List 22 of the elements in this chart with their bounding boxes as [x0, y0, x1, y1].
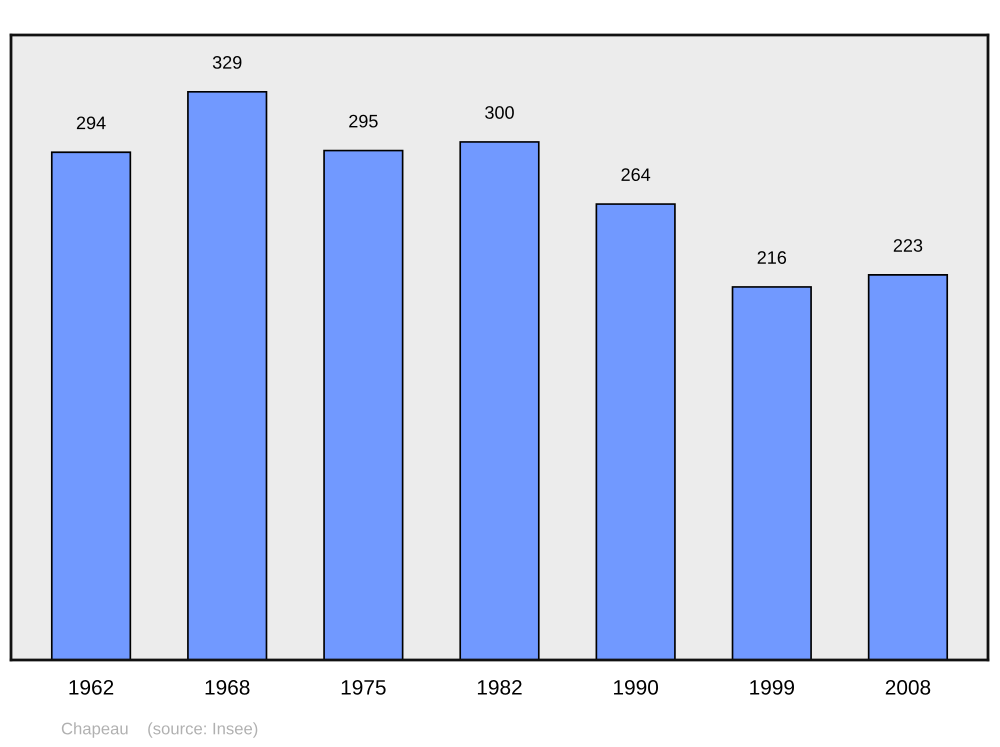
bar — [187, 90, 268, 660]
data-label: 294 — [76, 116, 106, 130]
bar — [323, 150, 404, 660]
bar — [868, 274, 948, 660]
bar — [459, 141, 540, 660]
text: Chapeau (source: Insee) — [62, 722, 258, 738]
data-label: 329 — [212, 56, 242, 69]
data-label: 223 — [894, 239, 922, 252]
x-tick-label: 1990 — [614, 680, 658, 695]
x-tick-label: 1962 — [69, 680, 114, 695]
x-tick-label: 1968 — [206, 680, 250, 695]
x-tick-label: 2008 — [886, 680, 930, 695]
data-label: 295 — [349, 114, 378, 128]
x-tick-label: 1999 — [750, 680, 794, 695]
bar — [732, 286, 812, 660]
data-label: 216 — [758, 251, 786, 264]
x-tick-label: 1975 — [342, 680, 386, 695]
bar — [596, 203, 676, 660]
x-tick-label: 1982 — [478, 680, 522, 695]
data-label: 264 — [621, 168, 650, 182]
data-label: 300 — [485, 106, 514, 119]
bar — [50, 151, 132, 660]
